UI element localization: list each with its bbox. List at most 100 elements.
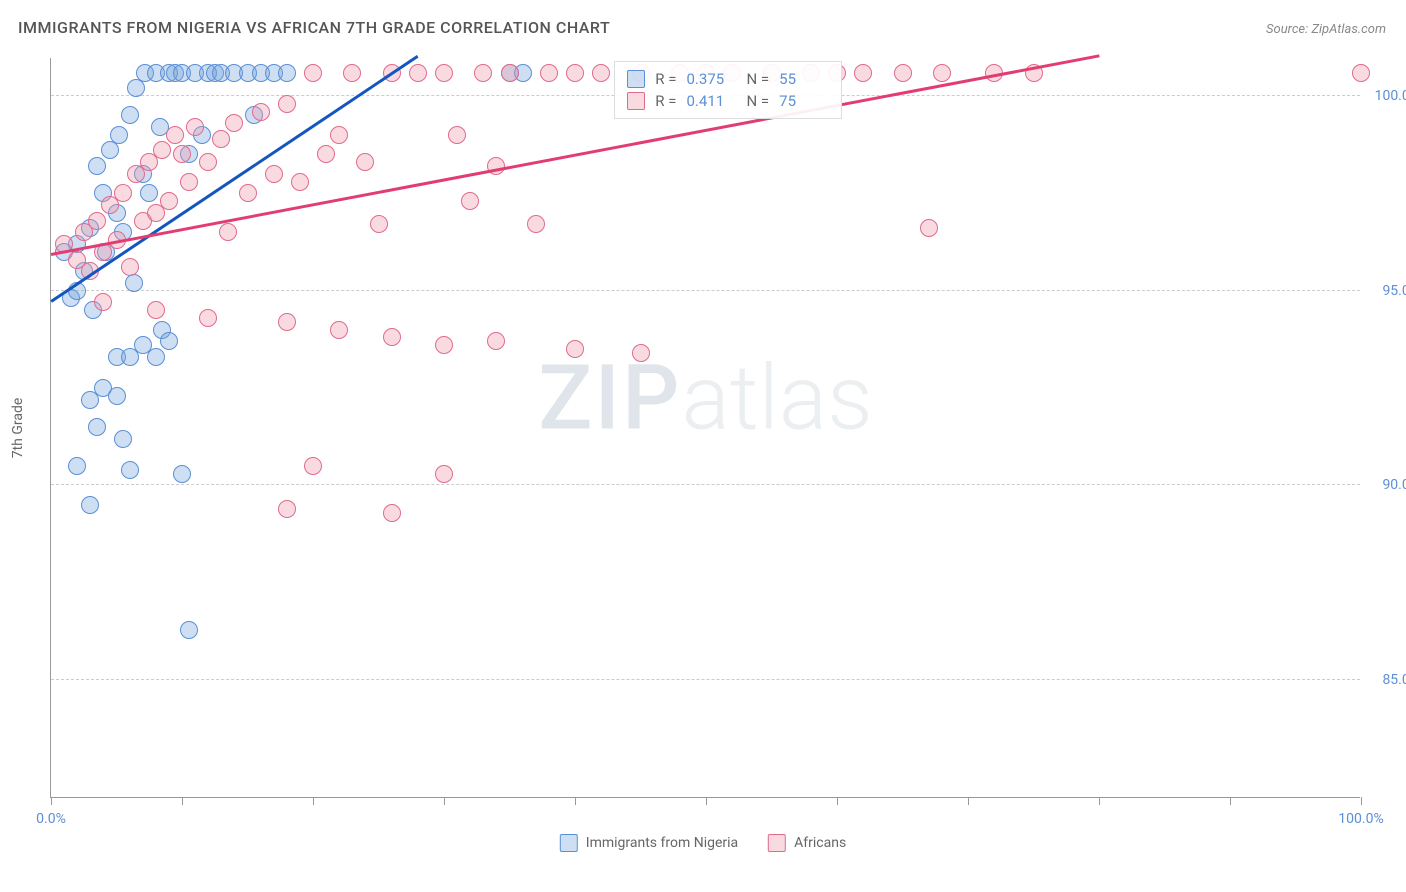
y-tick-label: 95.0% xyxy=(1365,283,1406,299)
scatter-marker xyxy=(566,340,584,358)
stats-row: R =0.375N =55 xyxy=(627,68,829,90)
scatter-marker xyxy=(461,192,479,210)
grid-line xyxy=(51,484,1360,485)
stats-n-value: 75 xyxy=(779,92,829,110)
scatter-marker xyxy=(108,387,126,405)
scatter-marker xyxy=(147,348,165,366)
scatter-marker xyxy=(920,219,938,237)
stats-r-label: R = xyxy=(655,92,676,110)
scatter-marker xyxy=(383,504,401,522)
stats-n-label: N = xyxy=(747,70,770,88)
scatter-marker xyxy=(219,223,237,241)
watermark-zip: ZIP xyxy=(538,345,681,450)
y-tick-label: 100.0% xyxy=(1365,88,1406,104)
scatter-marker xyxy=(81,496,99,514)
scatter-marker xyxy=(933,64,951,82)
scatter-marker xyxy=(166,126,184,144)
trend-line xyxy=(50,55,418,302)
scatter-marker xyxy=(147,301,165,319)
scatter-marker xyxy=(153,141,171,159)
scatter-marker xyxy=(291,173,309,191)
scatter-marker xyxy=(121,258,139,276)
x-tick xyxy=(313,797,314,805)
watermark-atlas: atlas xyxy=(681,345,872,450)
scatter-marker xyxy=(304,457,322,475)
legend-item: Africans xyxy=(768,834,846,852)
scatter-marker xyxy=(487,332,505,350)
x-tick xyxy=(968,797,969,805)
scatter-marker xyxy=(88,157,106,175)
stats-r-label: R = xyxy=(655,70,676,88)
scatter-marker xyxy=(894,64,912,82)
stats-row: R =0.411N =75 xyxy=(627,90,829,112)
scatter-marker xyxy=(180,621,198,639)
legend-swatch xyxy=(627,92,645,110)
scatter-marker xyxy=(435,64,453,82)
scatter-marker xyxy=(343,64,361,82)
source-attribution: Source: ZipAtlas.com xyxy=(1266,22,1386,37)
source-prefix: Source: xyxy=(1266,22,1311,37)
scatter-marker xyxy=(487,157,505,175)
scatter-marker xyxy=(94,293,112,311)
watermark: ZIPatlas xyxy=(538,345,873,450)
x-tick xyxy=(706,797,707,805)
scatter-marker xyxy=(173,145,191,163)
y-axis-label: 7th Grade xyxy=(10,398,26,459)
scatter-marker xyxy=(435,336,453,354)
scatter-marker xyxy=(527,215,545,233)
x-tick xyxy=(1361,797,1362,805)
scatter-marker xyxy=(239,184,257,202)
scatter-marker xyxy=(199,309,217,327)
scatter-marker xyxy=(501,64,519,82)
scatter-marker xyxy=(592,64,610,82)
y-tick-label: 85.0% xyxy=(1365,672,1406,688)
scatter-marker xyxy=(474,64,492,82)
scatter-marker xyxy=(125,274,143,292)
scatter-marker xyxy=(88,212,106,230)
scatter-marker xyxy=(356,153,374,171)
legend-swatch xyxy=(768,834,786,852)
legend-swatch xyxy=(627,70,645,88)
chart-title: IMMIGRANTS FROM NIGERIA VS AFRICAN 7TH G… xyxy=(18,18,610,37)
scatter-marker xyxy=(121,461,139,479)
scatter-marker xyxy=(435,465,453,483)
scatter-marker xyxy=(540,64,558,82)
scatter-marker xyxy=(114,430,132,448)
scatter-marker xyxy=(265,165,283,183)
scatter-marker xyxy=(160,332,178,350)
grid-line xyxy=(51,679,1360,680)
scatter-marker xyxy=(632,344,650,362)
scatter-marker xyxy=(101,141,119,159)
scatter-marker xyxy=(278,313,296,331)
y-tick-label: 90.0% xyxy=(1365,477,1406,493)
bottom-legend: Immigrants from Nigeria Africans xyxy=(560,834,846,852)
x-tick-label: 0.0% xyxy=(36,811,66,827)
x-tick xyxy=(837,797,838,805)
scatter-marker xyxy=(225,114,243,132)
x-tick xyxy=(1230,797,1231,805)
x-tick xyxy=(51,797,52,805)
scatter-chart: ZIPatlas 85.0%90.0%95.0%100.0%0.0%100.0%… xyxy=(50,58,1360,798)
scatter-marker xyxy=(212,130,230,148)
scatter-marker xyxy=(278,95,296,113)
scatter-marker xyxy=(566,64,584,82)
scatter-marker xyxy=(278,64,296,82)
x-tick xyxy=(1099,797,1100,805)
scatter-marker xyxy=(278,500,296,518)
scatter-marker xyxy=(68,457,86,475)
source-name: ZipAtlas.com xyxy=(1311,22,1386,37)
legend-swatch xyxy=(560,834,578,852)
legend-item: Immigrants from Nigeria xyxy=(560,834,738,852)
scatter-marker xyxy=(854,64,872,82)
scatter-marker xyxy=(409,64,427,82)
scatter-marker xyxy=(186,118,204,136)
x-tick xyxy=(575,797,576,805)
stats-legend: R =0.375N =55R =0.411N =75 xyxy=(614,61,842,119)
grid-line xyxy=(51,290,1360,291)
legend-label: Africans xyxy=(794,835,846,851)
scatter-marker xyxy=(180,173,198,191)
legend-label: Immigrants from Nigeria xyxy=(586,835,738,851)
scatter-marker xyxy=(317,145,335,163)
scatter-marker xyxy=(88,418,106,436)
x-tick-label: 100.0% xyxy=(1338,811,1383,827)
